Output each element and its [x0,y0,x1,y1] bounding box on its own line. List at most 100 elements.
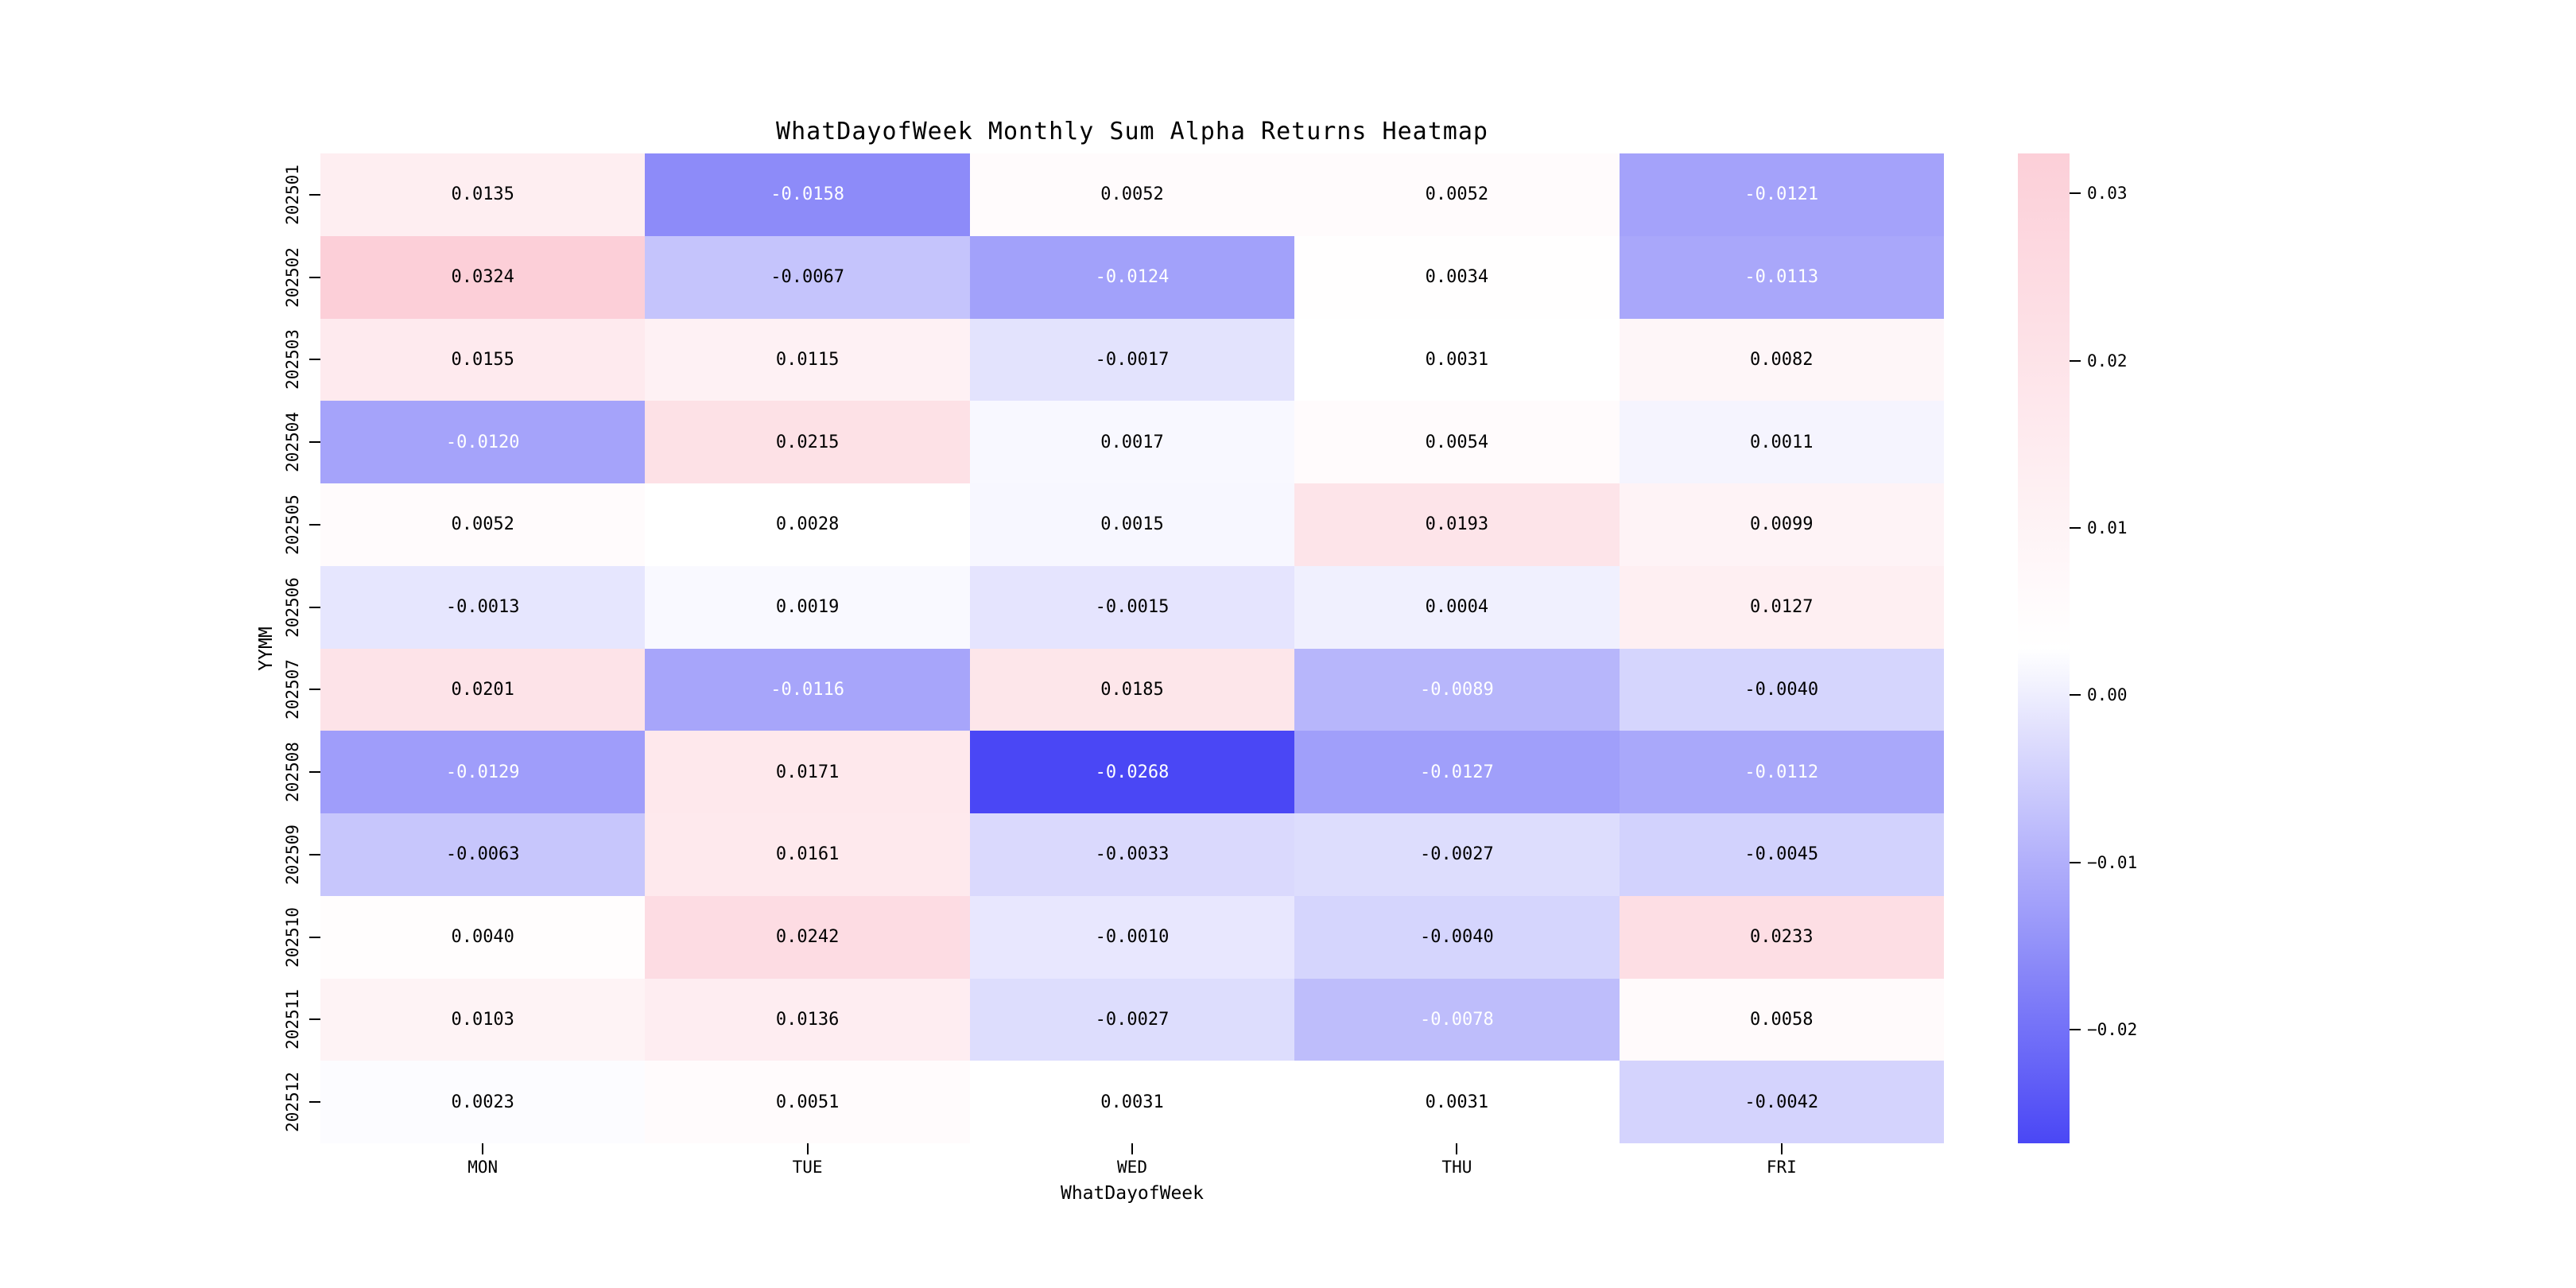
y-tick-mark [309,606,320,608]
heatmap-cell: 0.0082 [1619,318,1944,402]
y-tick-label: 202501 [283,164,302,225]
y-tick-mark [309,193,320,196]
chart-title: WhatDayofWeek Monthly Sum Alpha Returns … [776,118,1488,145]
colorbar-tick-label: 0.02 [2087,351,2128,370]
colorbar-tick-label: 0.01 [2087,518,2128,538]
x-tick-mark [482,1143,484,1154]
heatmap-cell: 0.0023 [320,1061,646,1143]
heatmap-cell: -0.0089 [1294,648,1620,731]
heatmap-cell: -0.0113 [1619,235,1944,319]
y-tick-label: 202512 [283,1072,302,1133]
y-tick-mark [309,936,320,938]
colorbar-tick-mark [2070,527,2081,530]
y-tick-mark [309,771,320,774]
x-tick-mark [1131,1143,1133,1154]
heatmap-cell: -0.0268 [969,731,1295,813]
colorbar-gradient [2018,153,2070,1143]
heatmap-cell: -0.0015 [969,565,1295,649]
heatmap-cell: 0.0028 [645,483,970,566]
y-tick-label: 202509 [283,824,302,885]
heatmap-cell: -0.0129 [320,731,646,813]
heatmap-cell: 0.0058 [1619,978,1944,1061]
y-tick-mark [309,1101,320,1104]
heatmap-cell: -0.0121 [1619,153,1944,236]
x-tick-label: TUE [792,1158,823,1177]
y-axis-title: YYMM [256,626,277,671]
colorbar-tick-mark [2070,192,2081,195]
x-tick-label: WED [1117,1158,1147,1177]
heatmap-cell: 0.0052 [320,483,646,566]
heatmap-cell: 0.0031 [1294,1061,1620,1143]
heatmap-cell: -0.0120 [320,401,646,483]
y-tick-label: 202503 [283,329,302,390]
heatmap-cell: 0.0051 [645,1061,970,1143]
y-tick-label: 202506 [283,576,302,638]
heatmap-cell: -0.0042 [1619,1061,1944,1143]
y-tick-label: 202511 [283,989,302,1050]
heatmap-cell: 0.0233 [1619,895,1944,979]
heatmap-cell: 0.0324 [320,235,646,319]
y-tick-label: 202504 [283,412,302,473]
colorbar-tick-mark [2070,1028,2081,1030]
colorbar-tick-label: −0.02 [2087,1019,2138,1039]
heatmap-cell: 0.0034 [1294,235,1620,319]
x-tick-label: FRI [1766,1158,1797,1177]
heatmap-cell: 0.0017 [969,401,1295,483]
heatmap-cell: -0.0158 [645,153,970,236]
x-tick-mark [1780,1143,1783,1154]
y-tick-mark [309,441,320,444]
heatmap-cell: -0.0063 [320,813,646,896]
heatmap-cell: 0.0031 [1294,318,1620,402]
heatmap-cell: 0.0015 [969,483,1295,566]
colorbar-tick-mark [2070,694,2081,696]
heatmap-cell: -0.0067 [645,235,970,319]
y-tick-mark [309,689,320,691]
heatmap-cell: 0.0011 [1619,401,1944,483]
y-tick-label: 202502 [283,246,302,308]
heatmap-cell: 0.0242 [645,895,970,979]
heatmap-cell: -0.0124 [969,235,1295,319]
heatmap-cell: -0.0040 [1294,895,1620,979]
heatmap-cell: -0.0045 [1619,813,1944,896]
x-axis-title: WhatDayofWeek [1060,1183,1205,1204]
heatmap-cell: -0.0112 [1619,731,1944,813]
heatmap-cell: 0.0185 [969,648,1295,731]
y-tick-label: 202507 [283,659,302,720]
heatmap-cell: 0.0103 [320,978,646,1061]
y-tick-mark [309,1018,320,1021]
y-tick-mark [309,853,320,855]
heatmap-cell: 0.0054 [1294,401,1620,483]
heatmap-cell: 0.0040 [320,895,646,979]
y-tick-label: 202505 [283,494,302,555]
heatmap-cell: -0.0027 [969,978,1295,1061]
x-tick-mark [1456,1143,1458,1154]
heatmap-cell: 0.0215 [645,401,970,483]
heatmap-cell: 0.0052 [969,153,1295,236]
heatmap-cell: 0.0004 [1294,565,1620,649]
y-tick-label: 202510 [283,906,302,968]
heatmap-cell: 0.0155 [320,318,646,402]
colorbar-tick-label: −0.01 [2087,852,2138,872]
y-tick-mark [309,276,320,278]
y-tick-mark [309,523,320,526]
heatmap-grid: 0.0135 -0.0158 0.0052 0.0052 -0.0121 0.0324 -0… [320,153,1944,1143]
heatmap-cell: 0.0019 [645,565,970,649]
heatmap-cell: 0.0115 [645,318,970,402]
heatmap-cell: -0.0013 [320,565,646,649]
heatmap-cell: 0.0127 [1619,565,1944,649]
colorbar-tick-mark [2070,359,2081,362]
heatmap-cell: -0.0010 [969,895,1295,979]
heatmap-cell: -0.0033 [969,813,1295,896]
x-tick-label: THU [1441,1158,1472,1177]
y-tick-mark [309,359,320,361]
heatmap-cell: -0.0116 [645,648,970,731]
heatmap-cell: 0.0161 [645,813,970,896]
heatmap-cell: 0.0031 [969,1061,1295,1143]
x-tick-label: MON [467,1158,499,1177]
heatmap-cell: -0.0040 [1619,648,1944,731]
colorbar-tick-label: 0.00 [2087,685,2128,705]
y-tick-label: 202508 [283,742,302,803]
heatmap-cell: -0.0017 [969,318,1295,402]
heatmap-cell: 0.0135 [320,153,646,236]
